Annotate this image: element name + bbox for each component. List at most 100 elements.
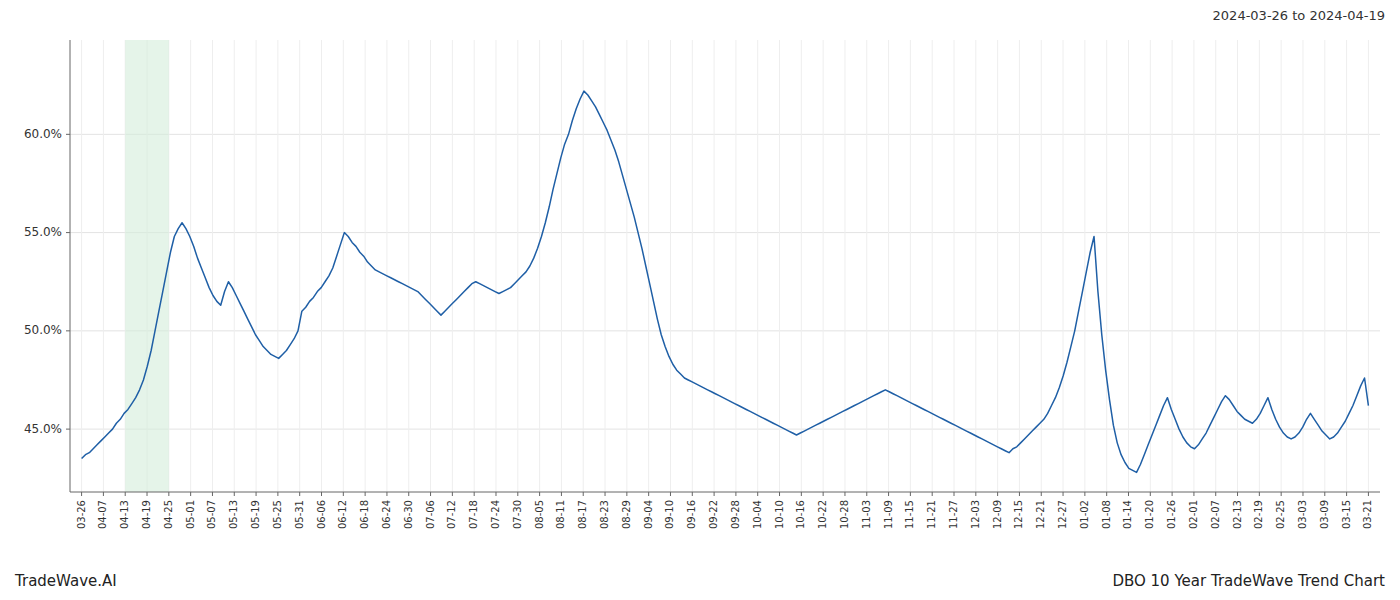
x-tick-label: 07-12 — [446, 500, 457, 529]
x-tick-label: 12-15 — [1013, 500, 1024, 529]
grid-line-x — [648, 40, 649, 492]
grid-line-x — [517, 40, 518, 492]
x-tick-label: 12-09 — [992, 500, 1003, 529]
x-tick-label: 05-13 — [228, 500, 239, 529]
grid-line-x — [670, 40, 671, 492]
y-tick-label: 60.0% — [24, 127, 62, 141]
x-tick-label: 01-08 — [1101, 500, 1112, 529]
x-tick — [495, 492, 496, 496]
x-tick — [1281, 492, 1282, 496]
y-tick-label: 45.0% — [24, 422, 62, 436]
y-tick — [66, 232, 70, 233]
x-tick-label: 05-25 — [272, 500, 283, 529]
grid-line-x — [561, 40, 562, 492]
title: DBO 10 Year TradeWave Trend Chart — [1112, 572, 1385, 590]
grid-line-x — [1019, 40, 1020, 492]
x-tick — [1215, 492, 1216, 496]
x-tick-label: 05-01 — [185, 500, 196, 529]
grid-line-x — [408, 40, 409, 492]
grid-line-x — [1041, 40, 1042, 492]
x-tick-label: 07-06 — [425, 500, 436, 529]
x-tick-label: 01-26 — [1166, 500, 1177, 529]
grid-line-x — [430, 40, 431, 492]
subtitle: 2024-03-26 to 2024-04-19 — [1213, 8, 1385, 23]
x-tick — [1237, 492, 1238, 496]
x-tick — [1346, 492, 1347, 496]
x-tick — [147, 492, 148, 496]
grid-line-x — [605, 40, 606, 492]
grid-line-x — [277, 40, 278, 492]
x-tick-label: 02-25 — [1275, 500, 1286, 529]
grid-line-y — [70, 232, 1380, 233]
grid-line-x — [1172, 40, 1173, 492]
x-axis-line — [70, 492, 1380, 493]
x-tick — [430, 492, 431, 496]
x-tick-label: 05-31 — [294, 500, 305, 529]
grid-line-x — [932, 40, 933, 492]
x-tick-label: 09-16 — [686, 500, 697, 529]
x-tick — [648, 492, 649, 496]
grid-line-x — [1302, 40, 1303, 492]
x-tick-label: 05-07 — [206, 500, 217, 529]
x-tick-label: 11-09 — [883, 500, 894, 529]
x-tick — [299, 492, 300, 496]
x-tick — [452, 492, 453, 496]
grid-line-x — [474, 40, 475, 492]
grid-line-x — [1368, 40, 1369, 492]
x-tick — [1084, 492, 1085, 496]
x-tick-label: 10-04 — [752, 500, 763, 529]
x-tick — [1324, 492, 1325, 496]
grid-line-x — [299, 40, 300, 492]
x-tick-label: 06-12 — [337, 500, 348, 529]
grid-line-x — [1106, 40, 1107, 492]
x-tick-label: 08-29 — [621, 500, 632, 529]
x-tick-label: 06-30 — [403, 500, 414, 529]
x-tick — [125, 492, 126, 496]
grid-line-y — [70, 134, 1380, 135]
x-tick-label: 12-27 — [1057, 500, 1068, 529]
grid-line-x — [1193, 40, 1194, 492]
x-tick-label: 03-21 — [1362, 500, 1373, 529]
x-tick — [1259, 492, 1260, 496]
x-tick — [168, 492, 169, 496]
grid-line-x — [234, 40, 235, 492]
x-tick — [670, 492, 671, 496]
chart: 45.0%50.0%55.0%60.0%03-2604-0704-1304-19… — [0, 0, 1400, 600]
grid-line-x — [823, 40, 824, 492]
grid-line-x — [975, 40, 976, 492]
x-tick-label: 01-20 — [1144, 500, 1155, 529]
x-tick — [1172, 492, 1173, 496]
x-tick — [844, 492, 845, 496]
grid-line-x — [321, 40, 322, 492]
x-tick — [277, 492, 278, 496]
x-tick — [997, 492, 998, 496]
x-tick — [1106, 492, 1107, 496]
x-tick — [256, 492, 257, 496]
x-tick-label: 04-07 — [97, 500, 108, 529]
x-tick — [626, 492, 627, 496]
highlight-band — [125, 40, 169, 492]
x-tick-label: 11-15 — [904, 500, 915, 529]
x-tick-label: 09-28 — [730, 500, 741, 529]
x-tick — [517, 492, 518, 496]
grid-line-x — [1237, 40, 1238, 492]
x-tick — [408, 492, 409, 496]
grid-line-x — [1259, 40, 1260, 492]
grid-line-x — [866, 40, 867, 492]
x-tick — [932, 492, 933, 496]
x-tick-label: 04-13 — [119, 500, 130, 529]
grid-line-x — [1215, 40, 1216, 492]
x-tick — [910, 492, 911, 496]
x-tick-label: 06-06 — [316, 500, 327, 529]
x-tick — [474, 492, 475, 496]
x-tick — [190, 492, 191, 496]
x-tick-label: 04-25 — [163, 500, 174, 529]
x-tick — [975, 492, 976, 496]
x-tick — [583, 492, 584, 496]
grid-line-x — [757, 40, 758, 492]
grid-line-x — [343, 40, 344, 492]
x-tick-label: 11-21 — [926, 500, 937, 529]
x-tick — [801, 492, 802, 496]
x-tick — [888, 492, 889, 496]
y-tick — [66, 429, 70, 430]
